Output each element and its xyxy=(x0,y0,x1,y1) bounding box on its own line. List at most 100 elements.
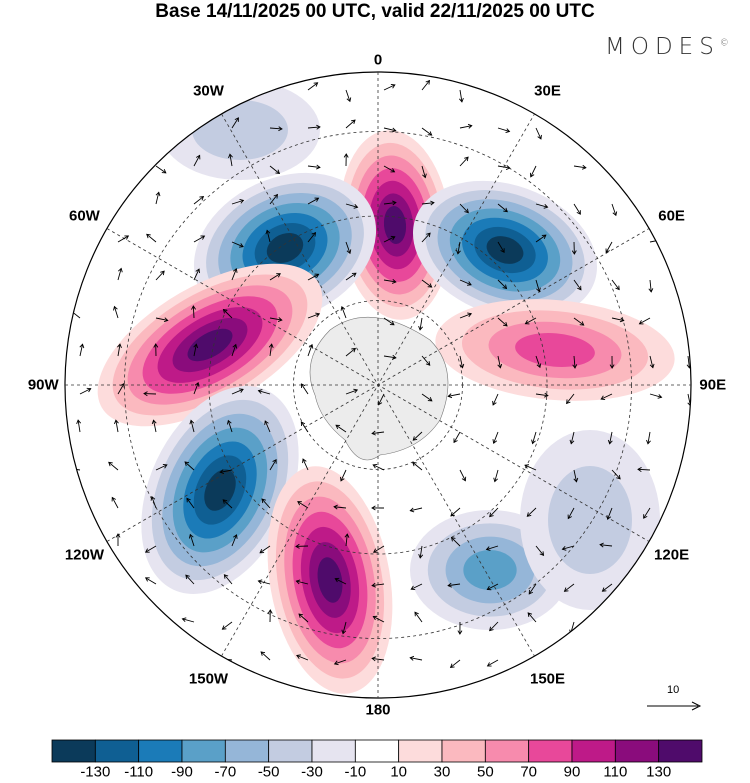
wind-arrow xyxy=(300,421,309,433)
wind-arrow xyxy=(487,583,499,590)
wind-arrowhead xyxy=(272,458,277,464)
wind-arrow xyxy=(421,80,430,91)
wind-arrowhead xyxy=(67,466,73,472)
wind-arrow xyxy=(227,420,233,433)
wind-arrowhead xyxy=(505,165,511,170)
colorbar-swatch xyxy=(658,739,703,763)
wind-arrow xyxy=(489,507,499,517)
wind-arrow xyxy=(421,127,432,136)
wind-arrow xyxy=(334,506,347,509)
wind-arrow xyxy=(335,424,347,433)
wind-arrowhead xyxy=(273,193,278,199)
wind-arrowhead xyxy=(427,397,433,402)
wind-arrowhead xyxy=(456,249,461,255)
wind-arrow xyxy=(459,313,472,319)
wind-arrowhead xyxy=(493,477,499,483)
wind-arrowhead xyxy=(457,630,463,635)
wind-arrowhead xyxy=(486,662,492,667)
wind-arrowhead xyxy=(579,321,585,326)
wind-arrowhead xyxy=(185,574,190,580)
wind-arrowhead xyxy=(233,534,238,539)
wind-arrowhead xyxy=(486,585,492,591)
wind-arrow xyxy=(566,393,575,404)
colorbar-label: -110 xyxy=(124,763,154,781)
wind-arrowhead xyxy=(344,533,350,538)
wind-arrow xyxy=(307,126,320,129)
wind-arrow xyxy=(573,165,586,169)
wind-arrow xyxy=(222,621,233,630)
wind-arrow xyxy=(649,393,662,398)
wind-arrowhead xyxy=(447,393,453,399)
wind-arrow xyxy=(231,241,244,248)
wind-arrowhead xyxy=(86,387,92,393)
wind-arrowhead xyxy=(111,496,116,502)
wind-arrowhead xyxy=(543,203,549,209)
wind-arrowhead xyxy=(261,498,266,504)
wind-arrow xyxy=(600,544,613,547)
anomaly-contour xyxy=(192,100,288,160)
wind-arrowhead xyxy=(268,343,274,348)
wind-arrowhead xyxy=(186,497,191,503)
wind-arrowhead xyxy=(391,279,397,284)
wind-arrow xyxy=(448,583,461,587)
wind-arrowhead xyxy=(503,321,508,327)
wind-arrow xyxy=(412,431,423,441)
longitude-label: 180 xyxy=(365,701,391,719)
wind-arrowhead xyxy=(561,545,567,551)
wind-arrow xyxy=(649,279,652,292)
wind-arrowhead xyxy=(427,283,433,288)
wind-arrowhead xyxy=(335,424,341,430)
longitude-label: 0 xyxy=(373,51,383,69)
wind-arrowhead xyxy=(447,582,452,588)
wind-arrow xyxy=(535,393,548,397)
wind-arrowhead xyxy=(529,172,535,178)
wind-arrowhead xyxy=(524,464,530,469)
wind-arrow xyxy=(340,469,347,482)
wind-arrowhead xyxy=(502,284,508,290)
wind-arrow xyxy=(345,389,358,395)
wind-arrowhead xyxy=(464,156,469,162)
wind-arrow xyxy=(341,306,347,319)
antarctica-landmass xyxy=(309,316,449,461)
wind-arrow xyxy=(342,621,347,634)
wind-arrow xyxy=(345,348,356,357)
wind-arrowhead xyxy=(278,126,283,132)
wind-arrow xyxy=(492,393,499,406)
wind-arrowhead xyxy=(657,237,663,243)
wind-arrowhead xyxy=(314,273,320,278)
wind-arrow xyxy=(372,657,385,661)
wind-arrowhead xyxy=(199,195,205,201)
wind-arrow xyxy=(193,235,205,243)
wind-arrowhead xyxy=(314,197,320,202)
wind-arrow xyxy=(345,89,351,102)
wind-arrow xyxy=(335,578,347,585)
wind-arrow xyxy=(269,273,281,281)
wind-arrowhead xyxy=(459,363,465,369)
wind-arrowhead xyxy=(296,654,301,659)
wind-arrowhead xyxy=(573,477,579,483)
wind-arrow xyxy=(567,507,575,519)
wind-arrow xyxy=(605,241,613,253)
wind-arrow xyxy=(535,234,547,243)
colorbar-label: -90 xyxy=(171,763,193,781)
wind-arrow xyxy=(383,355,396,359)
wind-arrowhead xyxy=(144,548,150,553)
wind-arrow xyxy=(117,383,125,395)
wind-arrowhead xyxy=(409,655,415,661)
wind-arrow xyxy=(231,268,237,281)
wind-arrow xyxy=(155,317,168,321)
wind-arrow xyxy=(231,388,244,395)
wind-arrowhead xyxy=(414,611,419,617)
wind-arrow xyxy=(269,344,273,357)
wind-arrowhead xyxy=(392,200,397,206)
wind-arrow xyxy=(345,272,357,281)
wind-arrowhead xyxy=(115,533,121,538)
wind-arrow xyxy=(155,192,160,205)
wind-arrow xyxy=(570,431,575,444)
wind-arrow xyxy=(600,393,613,400)
wind-arrow xyxy=(383,202,396,205)
longitude-label: 120W xyxy=(64,546,104,563)
wind-arrowhead xyxy=(563,587,569,592)
wind-arrow xyxy=(611,317,624,321)
wind-arrowhead xyxy=(649,363,655,369)
